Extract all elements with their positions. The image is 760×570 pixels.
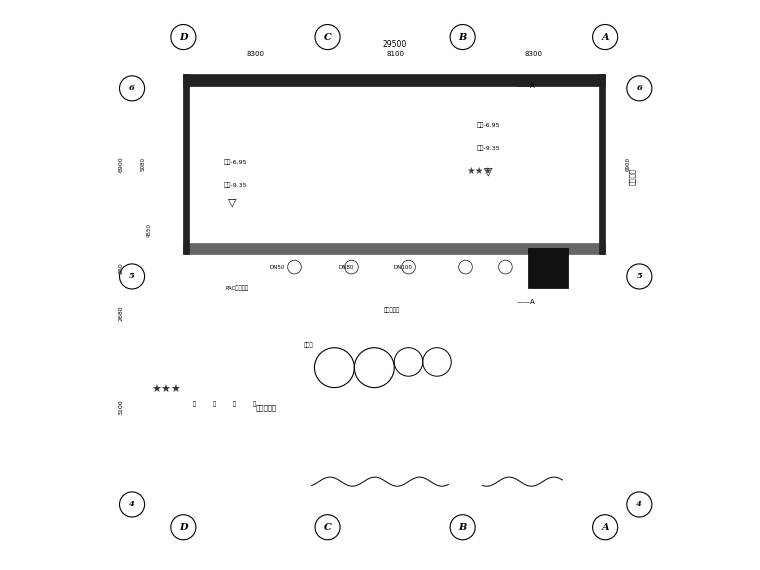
Bar: [186, 372, 203, 397]
Text: 标高-9.35: 标高-9.35: [477, 145, 501, 151]
Text: DN80: DN80: [338, 266, 353, 270]
Text: 4550: 4550: [147, 223, 152, 237]
Bar: [391, 256, 404, 277]
Bar: [219, 256, 233, 277]
Bar: [183, 74, 189, 254]
Text: 标高-6.95: 标高-6.95: [223, 160, 247, 165]
Bar: [600, 74, 605, 254]
Text: 泵: 泵: [213, 402, 217, 408]
Text: 3100: 3100: [118, 400, 123, 416]
Text: ▽: ▽: [227, 197, 236, 207]
Text: ▽: ▽: [484, 166, 492, 176]
Text: 泵: 泵: [253, 402, 256, 408]
Bar: [265, 256, 278, 277]
Text: C: C: [324, 32, 331, 42]
Bar: [189, 97, 325, 242]
Text: 泵: 泵: [233, 402, 236, 408]
Text: 6: 6: [129, 84, 135, 92]
Text: 250: 250: [118, 262, 123, 274]
Bar: [183, 243, 605, 254]
Text: DN100: DN100: [394, 266, 412, 270]
Bar: [534, 252, 608, 470]
Bar: [333, 256, 347, 277]
Bar: [521, 256, 535, 277]
Text: 鼓风机: 鼓风机: [304, 342, 314, 348]
Text: ★★★: ★★★: [467, 166, 493, 176]
Bar: [183, 74, 605, 86]
Text: ——A: ——A: [517, 299, 536, 305]
Text: D: D: [179, 523, 188, 532]
Text: 4: 4: [129, 500, 135, 508]
Text: 6900: 6900: [118, 156, 123, 172]
Bar: [226, 372, 243, 397]
Text: 8300: 8300: [525, 51, 543, 57]
Text: DN50: DN50: [270, 266, 285, 270]
Text: D: D: [179, 32, 188, 42]
Bar: [517, 91, 528, 100]
Text: 标高-9.35: 标高-9.35: [223, 182, 247, 188]
Text: 泵: 泵: [193, 402, 196, 408]
Bar: [334, 97, 463, 237]
Text: 5: 5: [129, 272, 135, 280]
Bar: [183, 74, 605, 254]
Text: A: A: [601, 523, 609, 532]
Bar: [363, 91, 374, 100]
Bar: [413, 256, 426, 277]
Bar: [242, 256, 255, 277]
Text: 6900: 6900: [625, 157, 631, 171]
Text: 8300: 8300: [246, 51, 264, 57]
Text: B: B: [458, 32, 467, 42]
Text: B: B: [458, 523, 467, 532]
Bar: [196, 256, 210, 277]
Text: 29500: 29500: [382, 40, 407, 49]
Bar: [544, 256, 558, 277]
Text: PAC加药装置: PAC加药装置: [226, 285, 249, 291]
Bar: [431, 91, 442, 100]
Bar: [476, 256, 489, 277]
Text: 6: 6: [636, 84, 642, 92]
Bar: [528, 248, 568, 288]
Bar: [450, 256, 464, 277]
Text: 控制: 控制: [545, 267, 552, 272]
Text: 自来水补水: 自来水补水: [255, 404, 277, 411]
Text: 5: 5: [636, 272, 642, 280]
Text: 8100: 8100: [386, 51, 404, 57]
Text: 2680: 2680: [118, 306, 123, 321]
Bar: [465, 97, 600, 242]
Bar: [204, 91, 215, 100]
Text: 标高-6.95: 标高-6.95: [477, 123, 500, 128]
Bar: [183, 252, 605, 282]
Text: ——A: ——A: [517, 83, 536, 88]
Text: 紫外线消毒: 紫外线消毒: [383, 308, 400, 314]
Bar: [246, 372, 263, 397]
Text: 5080: 5080: [141, 157, 146, 171]
Bar: [277, 91, 289, 100]
Text: A: A: [601, 32, 609, 42]
Bar: [311, 256, 325, 277]
Text: 中水机房: 中水机房: [629, 168, 635, 185]
Bar: [183, 282, 531, 470]
Bar: [206, 372, 223, 397]
Text: C: C: [324, 523, 331, 532]
Text: ★★★: ★★★: [151, 385, 181, 396]
Text: 4: 4: [636, 500, 642, 508]
Bar: [499, 256, 512, 277]
